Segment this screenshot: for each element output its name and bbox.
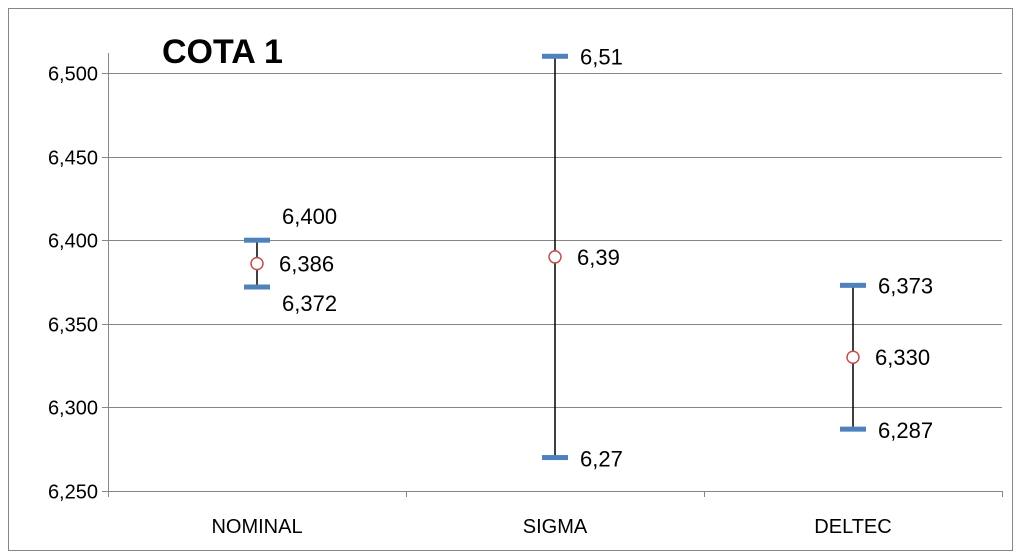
error-bar-series: 6,400 6,386 6,372 6,51 6,39 6,27 6,373 6,330 6,2… bbox=[244, 44, 933, 472]
chart-title: COTA 1 bbox=[162, 33, 283, 71]
min-data-label: 6,372 bbox=[282, 291, 337, 316]
x-axis-category-label: NOMINAL bbox=[211, 516, 302, 538]
y-axis-tick-labels: 6,250 6,300 6,350 6,400 6,450 6,500 bbox=[48, 64, 98, 504]
x-axis-category-label: DELTEC bbox=[814, 516, 891, 538]
x-axis-category-label: SIGMA bbox=[523, 516, 588, 538]
max-data-label: 6,400 bbox=[282, 204, 337, 229]
min-cap bbox=[542, 455, 568, 461]
error-bar-sigma: 6,51 6,39 6,27 bbox=[542, 44, 623, 472]
max-data-label: 6,51 bbox=[580, 44, 623, 69]
error-bar-nominal: 6,400 6,386 6,372 bbox=[244, 204, 337, 316]
mid-data-label: 6,330 bbox=[875, 345, 930, 370]
y-axis-tick-label: 6,300 bbox=[48, 398, 98, 420]
mid-data-label: 6,39 bbox=[577, 245, 620, 270]
y-axis-tick-label: 6,350 bbox=[48, 315, 98, 337]
mid-data-label: 6,386 bbox=[279, 252, 334, 277]
mid-marker bbox=[846, 350, 860, 364]
y-axis-tick-label: 6,250 bbox=[48, 482, 98, 504]
y-axis-tick-label: 6,400 bbox=[48, 231, 98, 253]
min-cap bbox=[244, 284, 270, 290]
max-data-label: 6,373 bbox=[878, 273, 933, 298]
max-cap bbox=[542, 53, 568, 59]
min-data-label: 6,287 bbox=[878, 418, 933, 443]
y-axis-tick-label: 6,500 bbox=[48, 64, 98, 86]
mid-marker bbox=[548, 250, 562, 264]
axes bbox=[102, 53, 1003, 497]
min-cap bbox=[840, 426, 866, 432]
x-axis-category-labels: NOMINAL SIGMA DELTEC bbox=[211, 516, 891, 538]
error-bar-deltec: 6,373 6,330 6,287 bbox=[840, 273, 933, 443]
chart-border bbox=[8, 8, 1013, 551]
mid-marker bbox=[250, 256, 264, 271]
y-axis-tick-label: 6,450 bbox=[48, 148, 98, 170]
min-data-label: 6,27 bbox=[580, 447, 623, 472]
max-cap bbox=[244, 237, 270, 243]
max-cap bbox=[840, 282, 866, 288]
